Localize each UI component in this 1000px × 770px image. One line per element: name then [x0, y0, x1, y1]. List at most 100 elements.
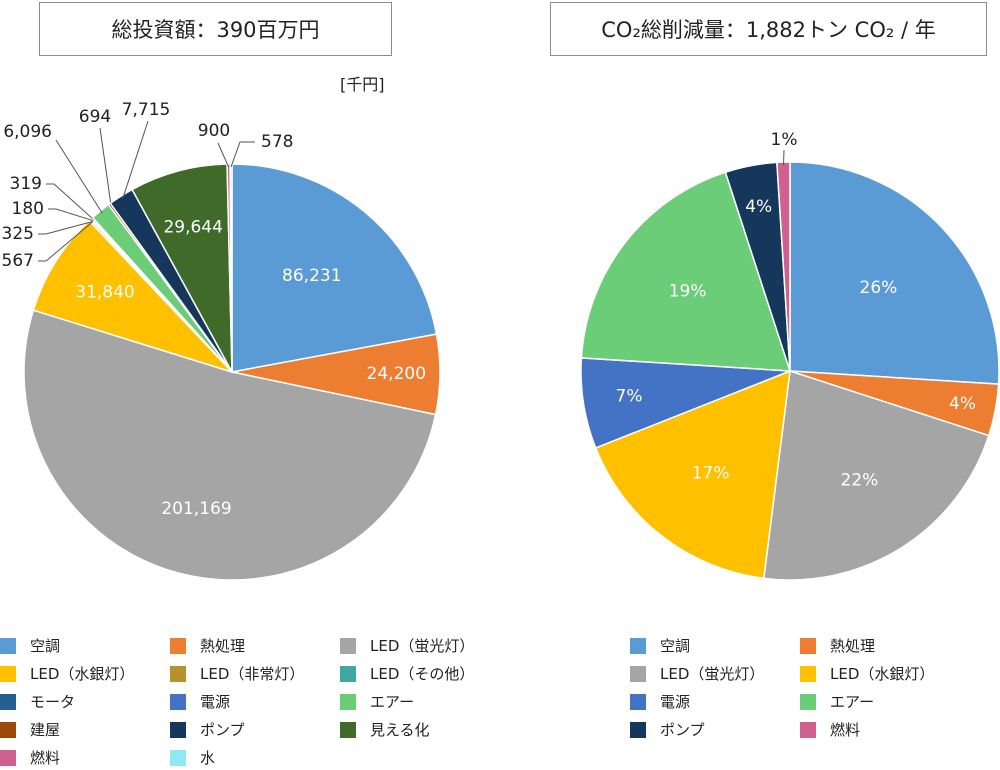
legend0-item-4: LED（非常灯）	[170, 663, 304, 684]
pie0-data-label-4: 567	[2, 251, 34, 271]
pie0-leader-5	[38, 220, 94, 235]
pie0-data-label-13: 578	[261, 132, 293, 152]
pie1-slice-0	[789, 161, 1000, 385]
legend0-label-9: 建屋	[30, 721, 61, 739]
legend0-swatch-7	[170, 693, 186, 710]
legend1-label-2: LED（蛍光灯）	[660, 665, 765, 683]
legend0-item-13: 水	[170, 747, 215, 768]
pie0-data-label-3: 31,840	[75, 283, 134, 303]
legend1-label-5: エアー	[830, 693, 875, 711]
legend0-item-10: ポンプ	[170, 719, 245, 740]
pie0-data-label-2: 201,169	[161, 499, 231, 519]
pie-charts: 86,231 24,200 201,169 31,840 567 325 180 319 6,0…	[2, 100, 1000, 581]
legend1-swatch-6	[630, 721, 646, 738]
legend0-label-0: 空調	[30, 637, 61, 655]
legend0-label-1: 熱処理	[200, 637, 246, 655]
legend0-swatch-12	[0, 749, 16, 766]
pie0-leader-8	[55, 139, 103, 214]
legend0-swatch-3	[0, 665, 16, 682]
pie0-leader-13	[230, 141, 255, 168]
legend0-item-6: モータ	[0, 691, 75, 712]
pie0-slice-2	[23, 309, 437, 581]
legend1-swatch-3	[800, 665, 816, 682]
legend0-swatch-2	[340, 637, 356, 654]
pie1-data-label-4: 7%	[616, 387, 643, 407]
legend0-swatch-4	[170, 665, 186, 682]
pie1-data-label-0: 26%	[860, 278, 898, 298]
pie0-data-label-7: 319	[10, 174, 42, 194]
pie1-data-label-1: 4%	[949, 394, 976, 414]
legend0-swatch-13	[170, 749, 186, 766]
unit-label: [千円]	[340, 75, 385, 94]
pie0-data-label-0: 86,231	[282, 266, 341, 286]
pie0-slice-11	[131, 163, 233, 373]
legend1-label-4: 電源	[660, 693, 691, 711]
pie0-data-label-1: 24,200	[367, 364, 426, 384]
pie1-slice-3	[594, 369, 791, 580]
pie0-slice-0	[231, 163, 438, 373]
investment-legend: 空調 熱処理 LED（蛍光灯） LED（水銀灯） LED（非常灯） LED（その他） モータ…	[0, 635, 560, 768]
legend0-item-7: 電源	[170, 691, 230, 712]
legend1-swatch-4	[630, 693, 646, 710]
legend1-swatch-0	[630, 637, 646, 654]
pie0-slice-3	[32, 219, 235, 374]
legend0-item-5: LED（その他）	[340, 663, 474, 684]
legend0-label-8: エアー	[370, 693, 415, 711]
legend0-label-13: 水	[200, 749, 216, 767]
pie0-leader-9	[99, 127, 112, 207]
legend0-swatch-11	[340, 721, 356, 738]
legend0-swatch-8	[340, 693, 356, 710]
pie1-data-label-6: 4%	[745, 197, 772, 217]
pie1-leader-7	[783, 149, 785, 166]
legend0-label-6: モータ	[30, 693, 76, 711]
legend1-item-2: LED（蛍光灯）	[630, 663, 764, 684]
pie1-slice-5	[580, 171, 792, 372]
legend0-label-11: 見える化	[370, 721, 430, 739]
legend1-label-7: 燃料	[830, 721, 861, 739]
pie0-leader-4	[38, 222, 93, 262]
pie0-leader-12	[217, 142, 230, 168]
legend0-swatch-6	[0, 693, 16, 710]
pie0-data-label-11: 29,644	[163, 217, 222, 237]
legend0-item-2: LED（蛍光灯）	[340, 635, 474, 656]
pie1-data-label-5: 19%	[669, 282, 707, 302]
legend0-item-3: LED（水銀灯）	[0, 663, 134, 684]
legend1-label-0: 空調	[660, 637, 691, 655]
pie0-data-label-9: 694	[79, 107, 111, 127]
investment-chart-title: 総投資額：390百万円	[39, 2, 392, 56]
legend0-label-2: LED（蛍光灯）	[370, 637, 475, 655]
pie0-data-label-5: 325	[2, 224, 34, 244]
pie1-data-label-7: 1%	[771, 130, 798, 150]
legend0-item-11: 見える化	[340, 719, 430, 740]
legend1-item-3: LED（水銀灯）	[800, 663, 934, 684]
pie1-data-label-3: 17%	[692, 463, 730, 483]
legend0-swatch-10	[170, 721, 186, 738]
pie1-slice-2	[762, 370, 990, 581]
pie1-data-label-2: 22%	[841, 470, 879, 490]
legend1-item-5: エアー	[800, 691, 874, 712]
legend0-label-5: LED（その他）	[370, 665, 475, 683]
legend1-item-7: 燃料	[800, 719, 860, 740]
legend1-swatch-1	[800, 637, 816, 654]
legend0-item-12: 燃料	[0, 747, 60, 768]
co2-chart-title: CO₂総削減量：1,882トン CO₂ / 年	[550, 2, 987, 56]
pie0-data-label-10: 7,715	[122, 100, 171, 120]
legend0-swatch-1	[170, 637, 186, 654]
legend1-swatch-7	[800, 721, 816, 738]
legend0-item-0: 空調	[0, 635, 60, 656]
legend0-item-9: 建屋	[0, 719, 60, 740]
pie0-leader-7	[46, 183, 95, 221]
legend1-item-4: 電源	[630, 691, 690, 712]
legend0-label-4: LED（非常灯）	[200, 665, 305, 683]
co2-legend: 空調 熱処理 LED（蛍光灯） LED（水銀灯） 電源 エアーポンプ 燃料	[630, 635, 1000, 765]
legend1-item-1: 熱処理	[800, 635, 875, 656]
legend0-label-7: 電源	[200, 693, 231, 711]
legend1-label-1: 熱処理	[830, 637, 876, 655]
legend0-swatch-9	[0, 721, 16, 738]
legend0-label-3: LED（水銀灯）	[30, 665, 135, 683]
legend0-swatch-0	[0, 637, 16, 654]
pie0-data-label-12: 900	[198, 121, 230, 141]
legend0-item-1: 熱処理	[170, 635, 245, 656]
legend1-swatch-2	[630, 665, 646, 682]
legend1-label-6: ポンプ	[660, 721, 705, 739]
